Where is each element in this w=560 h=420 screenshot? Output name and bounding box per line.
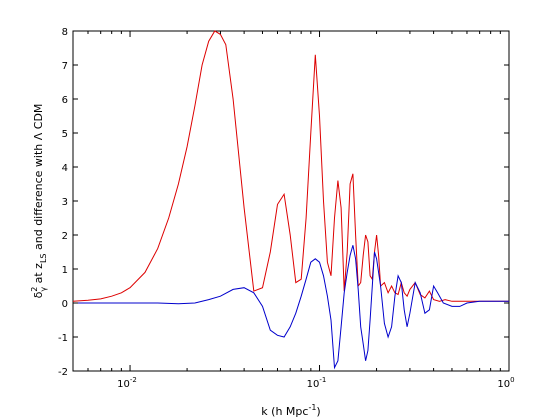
y-tick-label: 5 (62, 129, 68, 140)
ticks-layer: -2 -1 0 1 2 3 4 5 6 7 8 10-2 10-1 100 (58, 27, 515, 390)
series-layer (72, 30, 509, 370)
y-tick-label: 7 (62, 61, 68, 72)
y-tick-label: 2 (62, 231, 68, 242)
y-tick-label: -2 (58, 367, 68, 378)
x-tick-label: 100 (497, 376, 514, 390)
y-axis-label: δ2γ at zLS and difference with Λ CDM (30, 104, 48, 299)
y-tick-label: -1 (58, 333, 68, 344)
y-tick-label: 0 (62, 299, 68, 310)
y-tick-label: 1 (62, 265, 68, 276)
x-tick-label: 10-1 (307, 376, 327, 390)
y-tick-label: 6 (62, 95, 68, 106)
y-tick-label: 8 (62, 27, 68, 38)
y-tick-label: 4 (62, 163, 68, 174)
x-tick-label: 10-2 (117, 376, 137, 390)
x-axis-label: k (h Mpc-1) (261, 403, 320, 418)
series-line-1 (73, 245, 509, 370)
y-tick-label: 3 (62, 197, 68, 208)
plot-frame (72, 30, 510, 372)
